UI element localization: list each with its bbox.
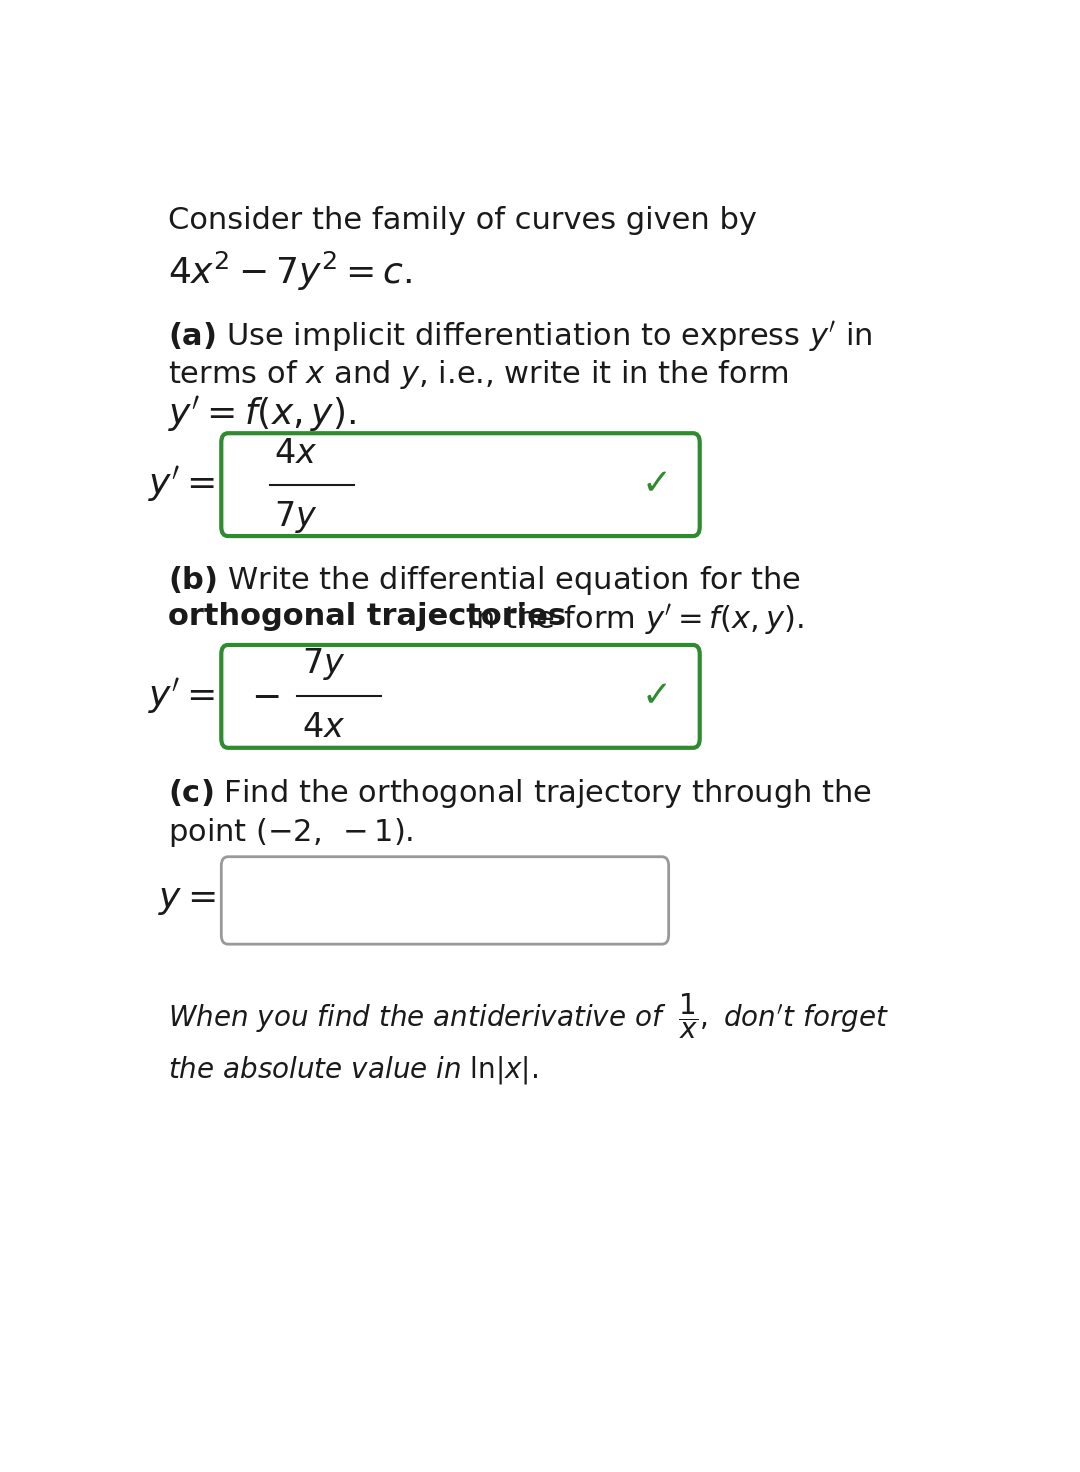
FancyBboxPatch shape bbox=[221, 645, 700, 748]
Text: Consider the family of curves given by: Consider the family of curves given by bbox=[168, 206, 757, 236]
Text: $\it{When\ you\ find\ the\ antiderivative\ of}$  $\dfrac{1}{x}$$\it{,\ don't\ fo: $\it{When\ you\ find\ the\ antiderivativ… bbox=[168, 991, 890, 1041]
Text: ✓: ✓ bbox=[642, 468, 672, 502]
Text: in the form $y' = f(x, y).$: in the form $y' = f(x, y).$ bbox=[457, 602, 804, 637]
Text: $7y$: $7y$ bbox=[274, 499, 318, 536]
Text: $\it{the\ absolute\ value\ in}$ $\ln|x|.$: $\it{the\ absolute\ value\ in}$ $\ln|x|.… bbox=[168, 1054, 539, 1086]
Text: $4x$: $4x$ bbox=[274, 437, 318, 470]
Text: terms of $x$ and $y$, i.e., write it in the form: terms of $x$ and $y$, i.e., write it in … bbox=[168, 358, 789, 390]
Text: $\mathbf{(c)}$ Find the orthogonal trajectory through the: $\mathbf{(c)}$ Find the orthogonal traje… bbox=[168, 777, 873, 810]
Text: $y' = f(x, y).$: $y' = f(x, y).$ bbox=[168, 394, 356, 434]
FancyBboxPatch shape bbox=[221, 433, 700, 536]
Text: $4x$: $4x$ bbox=[301, 711, 345, 745]
Text: orthogonal trajectories: orthogonal trajectories bbox=[168, 602, 567, 631]
Text: point $( - 2, \; - 1).$: point $( - 2, \; - 1).$ bbox=[168, 815, 414, 849]
Text: $y' =$: $y' =$ bbox=[148, 677, 215, 717]
Text: ✓: ✓ bbox=[642, 680, 672, 714]
Text: $y =$: $y =$ bbox=[158, 883, 215, 917]
Text: $-$: $-$ bbox=[252, 680, 280, 714]
Text: $y' =$: $y' =$ bbox=[148, 465, 215, 505]
Text: $4x^2 - 7y^2 = c.$: $4x^2 - 7y^2 = c.$ bbox=[168, 250, 413, 293]
Text: $\mathbf{(a)}$ Use implicit differentiation to express $y'$ in: $\mathbf{(a)}$ Use implicit differentiat… bbox=[168, 319, 873, 355]
Text: $7y$: $7y$ bbox=[301, 646, 345, 682]
FancyBboxPatch shape bbox=[221, 857, 669, 944]
Text: $\mathbf{(b)}$ Write the differential equation for the: $\mathbf{(b)}$ Write the differential eq… bbox=[168, 564, 801, 598]
